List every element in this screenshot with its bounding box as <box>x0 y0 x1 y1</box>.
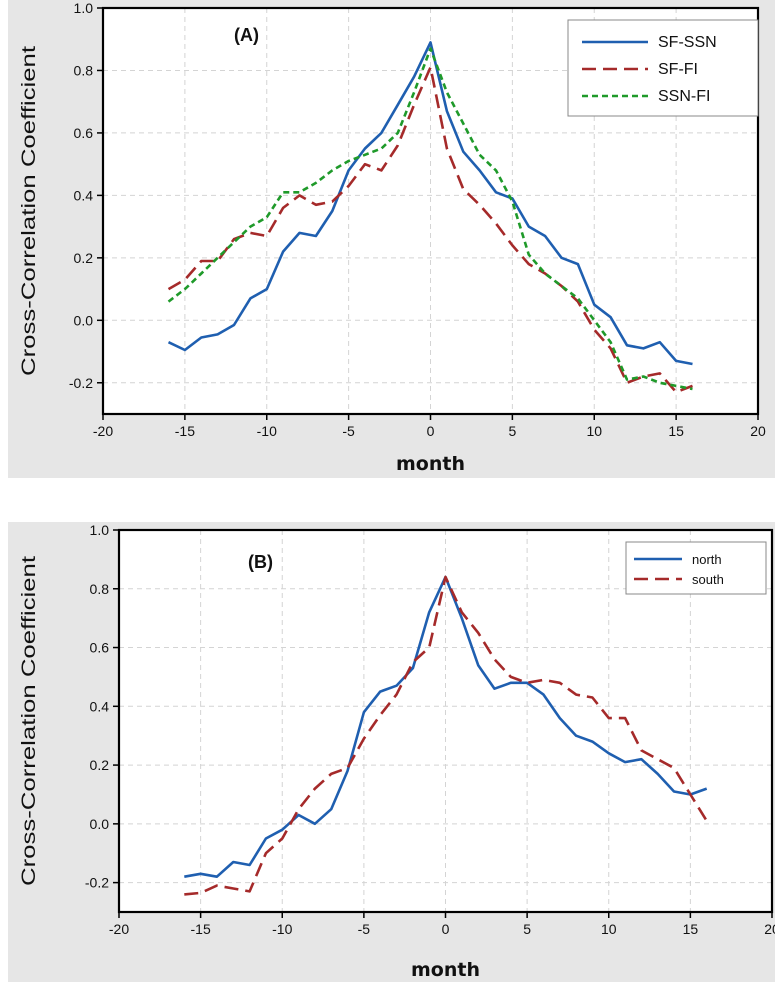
x-tick-label: -10 <box>272 921 292 937</box>
y-tick-label: 0.0 <box>74 312 94 328</box>
x-tick-label: -15 <box>191 921 211 937</box>
y-tick-label: 0.8 <box>74 62 94 78</box>
x-tick-label: 5 <box>523 921 531 937</box>
chart-b: -20 -15 -10 -5 0 5 10 15 20 -0.2 0.0 0.2 0.4 0.6 0.8 1.… <box>19 522 775 981</box>
legend-label: south <box>692 572 724 587</box>
x-tick-label: 0 <box>442 921 450 937</box>
y-tick-label: 0.2 <box>74 250 94 266</box>
series-line-ssn-fi <box>167 47 693 391</box>
x-tick-label: 15 <box>683 921 699 937</box>
y-tick-label: 0.2 <box>90 757 110 773</box>
y-tick-label: 0.6 <box>90 640 110 656</box>
x-tick-label: 20 <box>750 423 766 439</box>
panel-label: (B) <box>248 552 273 572</box>
legend: north south <box>625 541 767 595</box>
legend-label: SSN-FI <box>658 88 710 105</box>
x-tick-label: -20 <box>93 423 113 439</box>
y-axis-label: Cross-Correlation Coefficient <box>19 45 40 376</box>
x-tick-label: -15 <box>175 423 195 439</box>
chart-panel-a: -20 -15 -10 -5 0 5 10 15 20 -0.2 0.0 0.2 0.4 0.6 0.8 1.… <box>8 0 775 478</box>
y-tick-label: 0.6 <box>74 125 94 141</box>
legend-box <box>567 19 759 117</box>
x-tick-label: 10 <box>601 921 617 937</box>
legend: SF-SSN SF-FI SSN-FI <box>567 19 759 117</box>
x-tick-label: -20 <box>109 921 129 937</box>
y-tick-label: -0.2 <box>85 875 109 891</box>
series-line-south <box>184 575 708 896</box>
x-tick-label: -10 <box>257 423 277 439</box>
y-axis-label: Cross-Correlation Coefficient <box>19 555 40 886</box>
y-tick-label: 0.4 <box>74 187 94 203</box>
x-tick-label: -5 <box>342 423 355 439</box>
x-tick-label: 15 <box>668 423 684 439</box>
x-tick-label: 5 <box>508 423 516 439</box>
x-tick-label: -5 <box>358 921 371 937</box>
chart-panel-b: -20 -15 -10 -5 0 5 10 15 20 -0.2 0.0 0.2 0.4 0.6 0.8 1.… <box>8 522 775 982</box>
y-tick-label: -0.2 <box>69 375 93 391</box>
x-tick-label: 20 <box>764 921 775 937</box>
x-tick-label: 10 <box>586 423 602 439</box>
x-axis-label: month <box>396 453 465 475</box>
legend-label: SF-FI <box>658 61 698 78</box>
x-tick-label: 0 <box>427 423 435 439</box>
series-line-sf-fi <box>167 66 693 394</box>
x-axis-label: month <box>411 959 480 981</box>
y-tick-label: 0.8 <box>90 581 110 597</box>
series-line-sf-ssn <box>167 41 693 366</box>
legend-box <box>625 541 767 595</box>
y-tick-label: 0.0 <box>90 816 110 832</box>
legend-label: north <box>692 552 722 567</box>
chart-a: -20 -15 -10 -5 0 5 10 15 20 -0.2 0.0 0.2 0.4 0.6 0.8 1.… <box>19 0 766 475</box>
panel-label: (A) <box>234 25 259 45</box>
y-tick-label: 1.0 <box>90 522 110 538</box>
y-tick-label: 1.0 <box>74 0 94 16</box>
y-tick-label: 0.4 <box>90 698 110 714</box>
legend-label: SF-SSN <box>658 34 717 51</box>
